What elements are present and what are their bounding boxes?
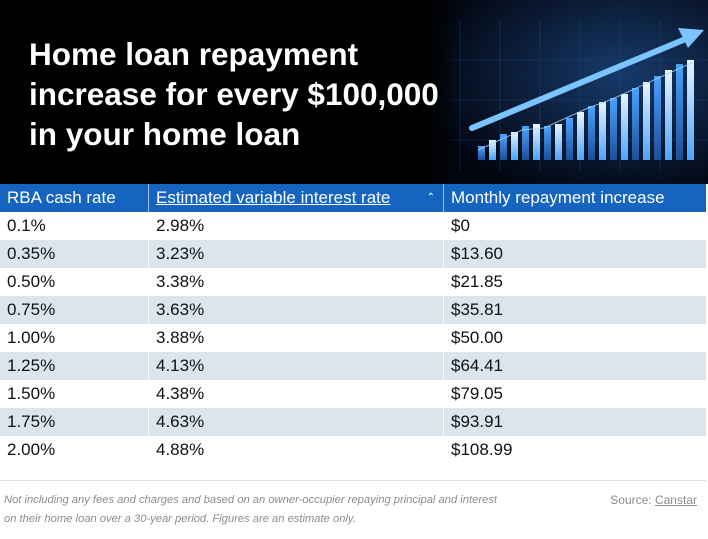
column-header-rba-cash-rate: RBA cash rate xyxy=(0,184,149,212)
source-link-canstar[interactable]: Canstar xyxy=(654,493,697,507)
repayment-increase-cell: $35.81 xyxy=(451,300,503,319)
cash-rate-cell: 0.1% xyxy=(0,212,149,240)
source-label: Source: xyxy=(610,493,655,507)
interest-rate-cell: 4.38% xyxy=(149,380,444,408)
column-header-estimated-rate[interactable]: Estimated variable interest rate ⌃ xyxy=(149,184,444,212)
title-line: Home loan repayment xyxy=(29,36,359,72)
source-credit: Source: Canstar xyxy=(610,491,697,510)
table-row: 0.75% 3.63% $35.81 xyxy=(0,296,706,324)
table-row: 0.1% 2.98% $0 xyxy=(0,212,706,240)
table-row: 1.25% 4.13% $64.41 xyxy=(0,352,706,380)
title-line: in your home loan xyxy=(29,116,301,152)
table-row: 0.35% 3.23% $13.60 xyxy=(0,240,706,268)
table-header: RBA cash rate Estimated variable interes… xyxy=(0,184,706,212)
interest-rate-cell: 4.13% xyxy=(149,352,444,380)
interest-rate-cell: 3.88% xyxy=(149,324,444,352)
sort-updown-icon[interactable]: ⌃ xyxy=(426,192,435,203)
cash-rate-cell: 1.25% xyxy=(0,352,149,380)
cash-rate-cell: 2.00% xyxy=(0,436,149,464)
repayment-increase-cell: $13.60 xyxy=(451,244,503,263)
hero-banner: Home loan repayment increase for every $… xyxy=(0,0,708,184)
sort-link[interactable]: Estimated variable interest rate xyxy=(156,188,391,207)
title-line: increase for every $100,000 xyxy=(29,76,439,112)
interest-rate-cell: 4.88% xyxy=(149,436,444,464)
cash-rate-cell: 1.50% xyxy=(0,380,149,408)
repayment-table: RBA cash rate Estimated variable interes… xyxy=(0,184,706,464)
table-row: 1.00% 3.88% $50.00 xyxy=(0,324,706,352)
repayment-increase-cell: $21.85 xyxy=(451,272,503,291)
footnote: Not including any fees and charges and b… xyxy=(4,494,497,525)
table-row: 2.00% 4.88% $108.99 xyxy=(0,436,706,464)
cash-rate-cell: 0.50% xyxy=(0,268,149,296)
repayment-increase-cell: $108.99 xyxy=(451,440,513,459)
repayment-increase-cell: $64.41 xyxy=(451,356,503,375)
interest-rate-cell: 3.23% xyxy=(149,240,444,268)
repayment-increase-cell: $0 xyxy=(451,216,470,235)
cash-rate-cell: 0.35% xyxy=(0,240,149,268)
interest-rate-cell: 3.38% xyxy=(149,268,444,296)
page-title: Home loan repayment increase for every $… xyxy=(29,34,469,154)
table-row: 0.50% 3.38% $21.85 xyxy=(0,268,706,296)
cash-rate-cell: 0.75% xyxy=(0,296,149,324)
interest-rate-cell: 3.63% xyxy=(149,296,444,324)
cash-rate-cell: 1.75% xyxy=(0,408,149,436)
rising-bar-chart-arrow-icon xyxy=(420,0,708,184)
cash-rate-cell: 1.00% xyxy=(0,324,149,352)
column-header-monthly-increase: Monthly repayment increase xyxy=(451,188,665,207)
interest-rate-cell: 4.63% xyxy=(149,408,444,436)
repayment-increase-cell: $79.05 xyxy=(451,384,503,403)
repayment-increase-cell: $93.91 xyxy=(451,412,503,431)
footer-divider xyxy=(0,480,706,481)
repayment-increase-cell: $50.00 xyxy=(451,328,503,347)
table-row: 1.75% 4.63% $93.91 xyxy=(0,408,706,436)
interest-rate-cell: 2.98% xyxy=(149,212,444,240)
table-body: 0.1% 2.98% $0 0.35% 3.23% $13.60 0.50% 3… xyxy=(0,212,706,464)
table-row: 1.50% 4.38% $79.05 xyxy=(0,380,706,408)
